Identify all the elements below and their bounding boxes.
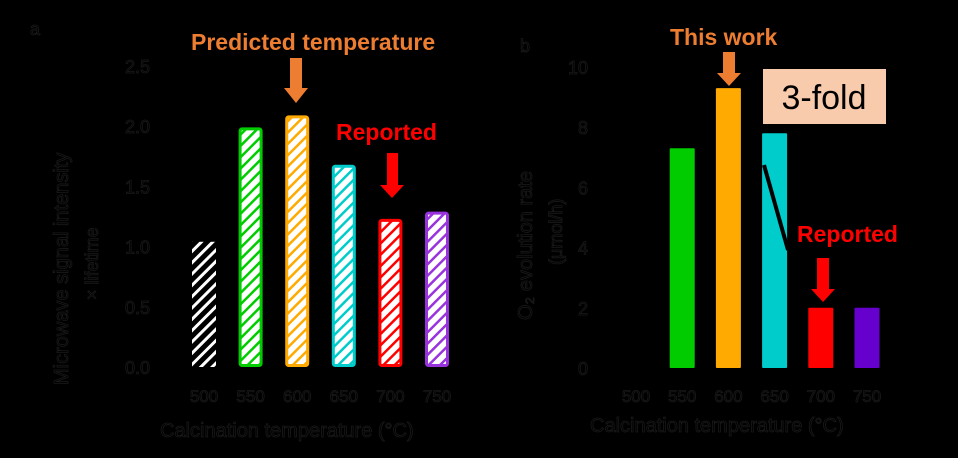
bar-550 [669,148,695,368]
fold-connector-line [762,164,790,251]
bar-650 [762,133,788,368]
x-tick-label: 650 [760,387,788,406]
panel-b-ylabel: O₂ evolution rate [515,171,537,320]
x-tick-label: 750 [853,387,881,406]
predicted-temperature-label: Predicted temperature [191,29,435,55]
bar-500 [192,241,216,367]
arrow-down-icon [811,258,835,302]
panel-a-label: a [30,19,41,39]
panel-a-ylabel: Microwave signal intensity [51,153,73,385]
x-tick-label: 600 [714,387,742,406]
y-tick-label: 2.0 [125,117,150,137]
y-tick-label: 0 [578,359,588,379]
panel-b-ylabel-2: (μmol/h) [546,199,566,265]
panel-a-chart: a Microwave signal intensity × lifetime … [30,19,452,443]
bar-600 [715,88,741,368]
fold-box-label: 3-fold [781,79,866,117]
reported-label-a: Reported [336,119,437,145]
y-tick-label: 8 [578,118,588,138]
x-tick-label: 700 [807,387,835,406]
y-tick-label: 6 [578,178,588,198]
y-tick-label: 4 [578,239,588,259]
bar-650 [331,164,356,367]
x-tick-label: 750 [423,387,451,406]
x-tick-label: 500 [622,387,650,406]
panel-a-xlabel: Calcination temperature (°C) [160,420,414,442]
y-tick-label: 2 [578,299,588,319]
bar-750 [425,211,449,367]
x-tick-label: 600 [283,387,311,406]
fold-box [763,69,886,124]
this-work-label: This work [670,24,778,50]
panel-b-xlabel: Calcination temperature (°C) [590,415,844,437]
panel-b-x-ticks: 500 550 600 650 700 750 [621,387,881,407]
x-tick-label: 500 [190,387,218,406]
bar-600 [285,115,310,367]
panel-b-label: b [520,36,530,56]
y-tick-label: 0.5 [125,298,150,318]
bar-550 [238,127,263,367]
bar-750 [854,307,880,368]
bar-700 [378,218,403,367]
panel-a-ylabel-2: × lifetime [82,227,102,300]
reported-label-b: Reported [797,221,898,247]
x-tick-label: 650 [330,387,358,406]
y-tick-label: 0.0 [125,358,150,378]
y-tick-label: 1.0 [125,238,150,258]
panel-b-y-ticks: 0 2 4 6 8 10 [568,58,589,380]
panel-a-bars [192,115,449,367]
x-tick-label: 700 [376,387,404,406]
panel-b-bars [669,88,880,368]
panel-a-y-ticks: 0.0 0.5 1.0 1.5 2.0 2.5 [125,57,151,379]
bar-700 [808,307,834,368]
panel-b-chart: b O₂ evolution rate (μmol/h) 0 2 4 6 8 10 500… [515,24,898,437]
y-tick-label: 10 [568,58,588,78]
arrow-down-icon [717,52,741,86]
arrow-down-icon [380,153,404,198]
x-tick-label: 550 [668,387,696,406]
y-tick-label: 2.5 [125,57,150,77]
y-tick-label: 1.5 [125,177,150,197]
arrow-down-icon [284,58,308,103]
panel-a-x-ticks: 500 550 600 650 700 750 [189,387,451,407]
x-tick-label: 550 [236,387,264,406]
